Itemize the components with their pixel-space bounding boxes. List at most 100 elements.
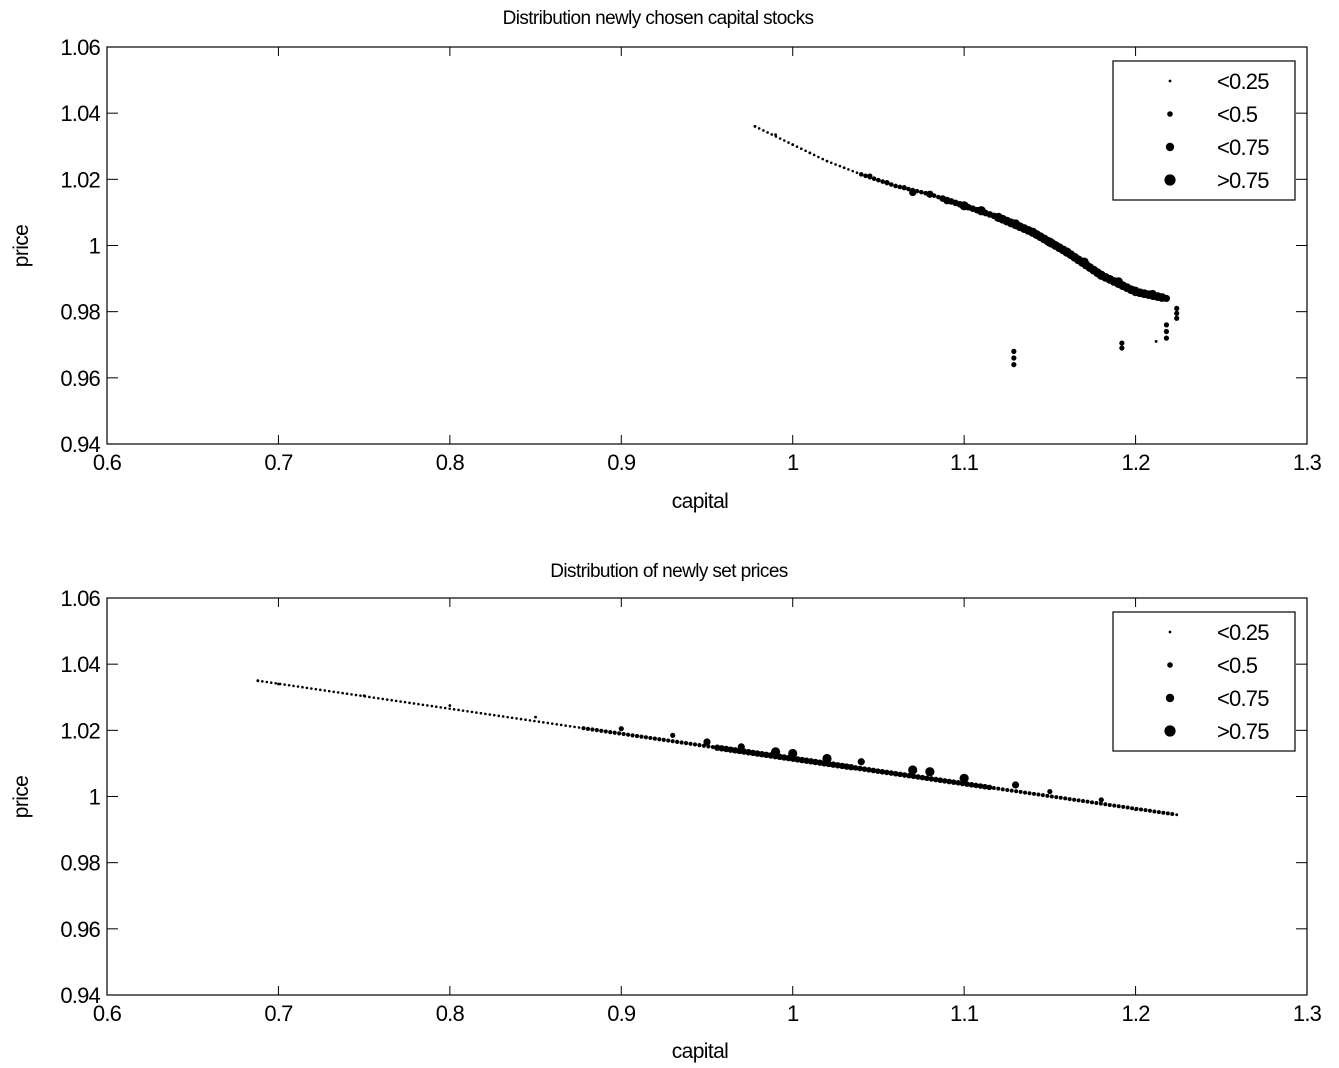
curve-point bbox=[950, 779, 957, 785]
curve-point bbox=[327, 689, 331, 693]
y-tick-label: 1 bbox=[89, 785, 101, 810]
curve-point bbox=[893, 183, 898, 189]
curve-point bbox=[778, 137, 782, 140]
curve-point bbox=[880, 179, 886, 184]
curve-point bbox=[897, 184, 903, 190]
data-point bbox=[1047, 788, 1053, 795]
curve-point bbox=[834, 163, 837, 166]
data-point bbox=[1163, 335, 1170, 341]
legend-marker-lt075 bbox=[1165, 142, 1175, 152]
curve-point bbox=[475, 711, 478, 714]
curve-point bbox=[403, 700, 407, 704]
curve-point bbox=[390, 698, 393, 702]
curve-point bbox=[1156, 810, 1161, 815]
data-point bbox=[842, 166, 846, 170]
curve-point bbox=[336, 691, 340, 694]
y-tick-label: 1.06 bbox=[60, 586, 100, 611]
curve-point bbox=[915, 774, 921, 780]
data-point bbox=[1098, 797, 1104, 803]
legend-label: <0.5 bbox=[1217, 102, 1258, 127]
legend-marker-lt025 bbox=[1168, 79, 1172, 83]
curve-point bbox=[1072, 797, 1077, 802]
curve-point bbox=[434, 705, 438, 709]
curve-point bbox=[1067, 797, 1072, 802]
curve-point bbox=[599, 728, 604, 733]
curve-point bbox=[955, 780, 961, 786]
curve-point bbox=[787, 141, 790, 144]
curve-point bbox=[876, 177, 881, 183]
data-points bbox=[256, 679, 1179, 817]
curve-point bbox=[875, 768, 881, 774]
y-tick-label: 0.96 bbox=[60, 917, 100, 942]
data-point bbox=[1163, 328, 1170, 335]
curve-point bbox=[345, 692, 349, 696]
curve-point bbox=[1147, 808, 1152, 813]
curve-point bbox=[448, 707, 451, 710]
y-axis: 0.94 0.96 0.98 1 1.02 1.04 1.06 bbox=[60, 35, 1307, 457]
y-tick-label: 1.02 bbox=[60, 718, 100, 743]
data-point bbox=[1131, 286, 1140, 294]
x-tick-label: 0.7 bbox=[264, 1001, 293, 1026]
curve-point bbox=[924, 775, 930, 782]
curve-point bbox=[319, 688, 322, 692]
curve-point bbox=[524, 718, 527, 722]
data-point bbox=[1096, 270, 1106, 280]
data-point bbox=[1062, 247, 1072, 257]
curve-point bbox=[573, 725, 576, 729]
curve-point bbox=[443, 706, 447, 710]
curve-point bbox=[1000, 787, 1005, 792]
data-point bbox=[788, 748, 798, 759]
curve-point bbox=[537, 720, 541, 723]
legend: <0.25 <0.5 <0.75 >0.75 bbox=[1112, 60, 1296, 201]
x-tick-label: 1.2 bbox=[1121, 450, 1150, 475]
curve-point bbox=[581, 726, 586, 731]
curve-point bbox=[368, 695, 371, 699]
curve-point bbox=[648, 735, 653, 741]
curve-point bbox=[688, 741, 693, 746]
curve-point bbox=[866, 767, 872, 773]
curve-point bbox=[973, 782, 979, 789]
curve-point bbox=[1139, 807, 1144, 812]
y-tick-label: 0.98 bbox=[60, 851, 100, 876]
curve-point bbox=[847, 764, 855, 771]
data-point bbox=[791, 143, 795, 146]
curve-point bbox=[372, 696, 376, 699]
curve-point bbox=[941, 778, 948, 784]
data-point bbox=[277, 682, 280, 686]
curve-point bbox=[982, 783, 988, 790]
data-point bbox=[1175, 813, 1179, 817]
data-point bbox=[448, 704, 452, 707]
legend-box bbox=[1112, 60, 1296, 201]
curve-point bbox=[269, 681, 273, 684]
curve-point bbox=[901, 772, 908, 778]
curve-point bbox=[683, 741, 689, 746]
y-tick-label: 1.02 bbox=[60, 167, 100, 192]
curve-point bbox=[421, 703, 425, 707]
x-tick-label: 0.8 bbox=[436, 450, 465, 475]
data-point bbox=[774, 133, 777, 137]
legend-label: <0.75 bbox=[1217, 686, 1269, 711]
x-tick-label: 0.8 bbox=[436, 1001, 465, 1026]
curve-point bbox=[991, 786, 996, 791]
data-point bbox=[859, 172, 863, 176]
data-point bbox=[909, 188, 917, 197]
curve-point bbox=[937, 777, 944, 784]
curve-point bbox=[1121, 804, 1126, 809]
curve-point bbox=[617, 731, 622, 736]
curve-point bbox=[1023, 790, 1028, 795]
curve-point bbox=[852, 765, 859, 771]
curve-point bbox=[497, 714, 501, 718]
curve-point bbox=[332, 690, 335, 694]
curve-point bbox=[1027, 791, 1032, 796]
curve-point bbox=[710, 744, 715, 750]
curve-point bbox=[634, 733, 640, 739]
chart-newly-set-prices: Distribution of newly set prices 0.6 0.7 0… bbox=[10, 561, 1322, 1063]
legend-label: <0.5 bbox=[1217, 653, 1258, 678]
curve-point bbox=[1018, 789, 1023, 794]
data-point bbox=[884, 180, 890, 186]
curve-point bbox=[857, 765, 863, 772]
legend-marker-gt075 bbox=[1164, 725, 1176, 737]
curve-point bbox=[274, 682, 277, 685]
data-point bbox=[1011, 355, 1017, 361]
chart-title: Distribution of newly set prices bbox=[550, 561, 788, 582]
